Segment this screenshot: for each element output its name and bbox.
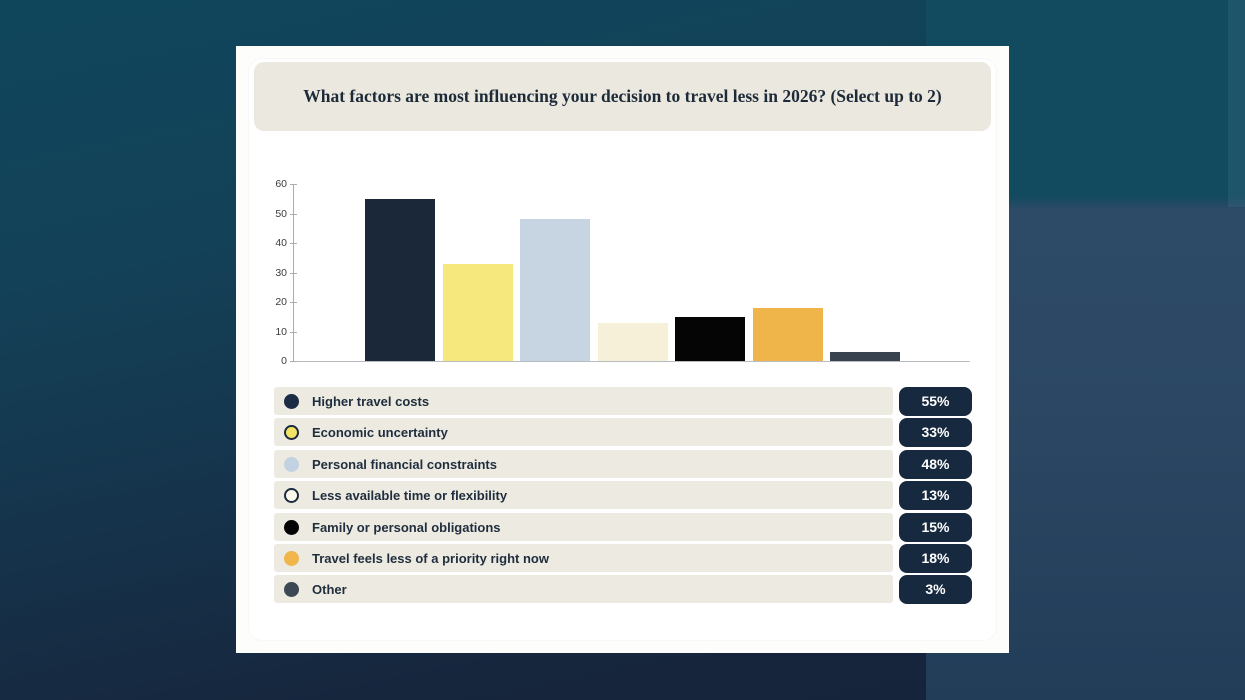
percentage-badge: 33% — [899, 417, 972, 447]
legend-row-5[interactable]: Family or personal obligations — [274, 513, 893, 541]
y-tick-mark — [290, 243, 297, 244]
y-tick-label: 40 — [275, 237, 287, 249]
bar-2 — [442, 264, 513, 361]
question-header: What factors are most influencing your d… — [254, 62, 991, 131]
y-tick-mark — [290, 272, 297, 274]
legend-row-4[interactable]: Less available time or flexibility — [274, 481, 893, 509]
legend-row-2[interactable]: Economic uncertainty — [274, 418, 893, 446]
question-title: What factors are most influencing your d… — [303, 86, 942, 106]
background-edge-strip — [1228, 0, 1245, 207]
bar-4 — [597, 323, 668, 361]
legend-label: Other — [312, 581, 347, 597]
bar-5 — [675, 317, 745, 361]
y-tick-mark — [290, 331, 297, 333]
poll-result-card: What factors are most influencing your d… — [236, 46, 1009, 653]
percentage-badge: 3% — [899, 574, 972, 604]
legend-marker-circle-icon — [284, 550, 299, 566]
legend-row-6[interactable]: Travel feels less of a priority right no… — [274, 544, 893, 572]
percentage-badge: 18% — [899, 543, 972, 573]
percentage-badge: 13% — [899, 480, 972, 510]
legend-label: Economic uncertainty — [312, 424, 448, 440]
y-tick-mark — [290, 302, 297, 303]
bar-7 — [830, 352, 900, 361]
legend-marker-circle-icon — [284, 424, 299, 440]
legend-marker-circle-icon — [284, 487, 299, 503]
percentage-badge: 15% — [899, 512, 972, 542]
percentage-badge: 55% — [899, 386, 972, 416]
y-tick-mark — [290, 361, 297, 362]
legend-marker-circle-icon — [284, 456, 299, 472]
legend-label: Higher travel costs — [312, 393, 430, 409]
legend-row-1[interactable]: Higher travel costs — [274, 387, 893, 415]
y-tick-label: 50 — [275, 207, 287, 220]
legend-label: Personal financial constraints — [312, 456, 497, 472]
plot-area: 0 10 20 30 40 50 60 — [236, 46, 1009, 386]
legend-marker-circle-icon — [284, 393, 299, 409]
percentage-badge: 48% — [899, 449, 972, 479]
legend-label: Family or personal obligations — [312, 519, 501, 535]
y-tick-label: 0 — [281, 355, 287, 367]
y-tick-label: 20 — [275, 296, 287, 308]
y-tick-mark — [290, 184, 297, 185]
legend-marker-circle-icon — [284, 581, 299, 597]
legend-marker-circle-icon — [284, 519, 299, 535]
y-tick-mark — [290, 213, 297, 215]
bar-3 — [520, 219, 590, 361]
y-tick-label: 10 — [275, 325, 287, 338]
bar-1 — [365, 199, 435, 361]
legend-label: Travel feels less of a priority right no… — [312, 550, 549, 566]
y-tick-label: 60 — [275, 178, 287, 190]
x-axis-line — [293, 361, 970, 362]
y-tick-label: 30 — [275, 266, 287, 279]
legend-row-7[interactable]: Other — [274, 575, 893, 603]
legend-label: Less available time or flexibility — [312, 487, 508, 503]
bar-6 — [752, 308, 823, 361]
legend-row-3[interactable]: Personal financial constraints — [274, 450, 893, 478]
